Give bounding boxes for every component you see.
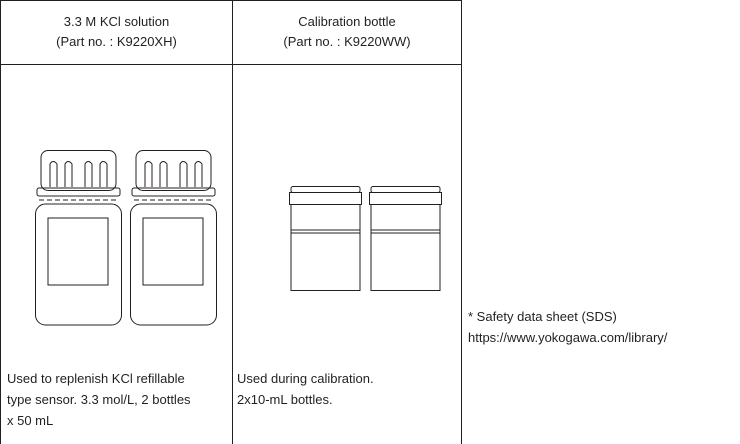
description-line: type sensor. 3.3 mol/L, 2 bottles: [7, 392, 191, 407]
description-line: Used to replenish KCl refillable: [7, 371, 185, 386]
kcl-bottle-icon: [36, 151, 122, 326]
header-line: 3.3 M KCl solution: [63, 14, 170, 29]
header-line: (Part no. : K9220XH): [56, 34, 177, 49]
column-header: 3.3 M KCl solution (Part no. : K9220XH): [1, 0, 232, 64]
note: * Safety data sheet (SDS) https://www.yo…: [468, 306, 667, 348]
column-header: Calibration bottle (Part no. : K9220WW): [233, 0, 461, 64]
description-line: 2x10-mL bottles.: [237, 392, 333, 407]
calibration-bottle-icon: [290, 187, 362, 291]
description: Used during calibration. 2x10-mL bottles…: [237, 368, 374, 410]
note-line: https://www.yokogawa.com/library/: [468, 330, 668, 345]
kcl-bottle-icon: [131, 151, 217, 326]
header-line: (Part no. : K9220WW): [283, 34, 411, 49]
description-line: x 50 mL: [7, 413, 54, 428]
note-line: * Safety data sheet (SDS): [468, 309, 617, 324]
header-line: Calibration bottle: [298, 14, 396, 29]
description: Used to replenish KCl refillable type se…: [7, 368, 191, 431]
calibration-bottle-icon: [370, 187, 442, 291]
description-line: Used during calibration.: [237, 371, 374, 386]
